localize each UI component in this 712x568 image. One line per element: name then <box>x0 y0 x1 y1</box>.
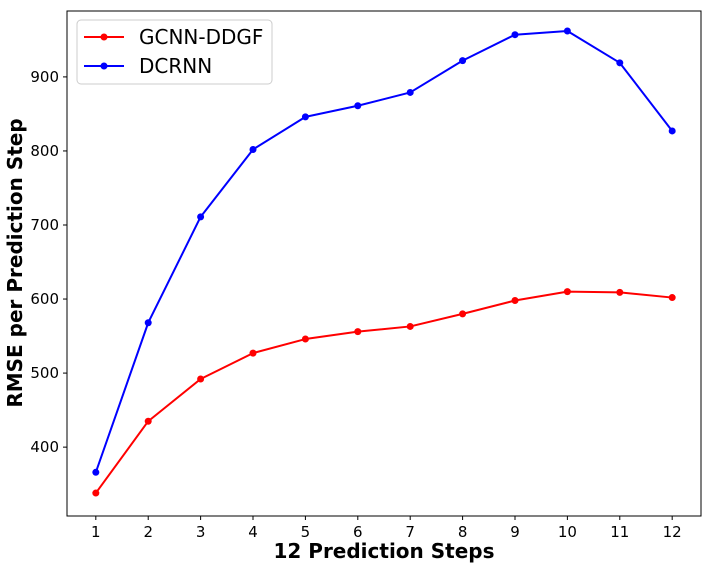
x-tick-label: 7 <box>405 523 415 541</box>
data-point-dcrnn <box>668 127 676 135</box>
data-point-dcrnn <box>197 213 205 221</box>
data-point-dcrnn <box>406 88 414 96</box>
legend-box <box>76 19 273 85</box>
data-point-dcrnn <box>301 113 309 121</box>
series-line-dcrnn <box>94 29 673 473</box>
x-tick-label: 2 <box>143 523 153 541</box>
x-tick-label: 12 <box>663 523 682 541</box>
y-tick-label: 700 <box>30 216 59 234</box>
data-point-dcrnn <box>249 145 257 153</box>
data-point-dcrnn <box>144 319 152 327</box>
x-tick-label: 4 <box>248 523 258 541</box>
data-point-gcnn-ddgf <box>459 310 467 318</box>
data-point-dcrnn <box>511 31 519 39</box>
x-tick-label: 6 <box>353 523 363 541</box>
plot-frame <box>66 10 702 517</box>
data-point-gcnn-ddgf <box>616 288 624 296</box>
data-point-gcnn-ddgf <box>406 322 414 330</box>
data-point-dcrnn <box>459 57 467 65</box>
data-point-gcnn-ddgf <box>92 489 100 497</box>
data-point-gcnn-ddgf <box>354 328 362 336</box>
y-tick-label: 900 <box>30 68 59 86</box>
x-tick-label: 10 <box>558 523 577 541</box>
x-tick-label: 11 <box>610 523 629 541</box>
x-axis-title: 12 Prediction Steps <box>273 539 494 563</box>
x-tick-label: 1 <box>91 523 101 541</box>
data-point-gcnn-ddgf <box>249 349 257 357</box>
x-tick-label: 9 <box>510 523 520 541</box>
data-point-dcrnn <box>616 59 624 67</box>
y-tick-label: 500 <box>30 364 59 382</box>
legend-label-dcrnn: DCRNN <box>139 54 212 78</box>
series-line-gcnn-ddgf <box>95 290 673 494</box>
plot-area <box>66 10 702 517</box>
y-tick-label: 800 <box>30 142 59 160</box>
data-point-dcrnn <box>563 27 571 35</box>
legend-label-gcnn-ddgf: GCNN-DDGF <box>139 25 263 49</box>
data-point-gcnn-ddgf <box>144 417 152 425</box>
data-point-gcnn-ddgf <box>668 294 676 302</box>
y-tick-label: 600 <box>30 290 59 308</box>
x-tick-label: 3 <box>196 523 206 541</box>
x-tick-label: 5 <box>301 523 311 541</box>
legend: GCNN-DDGF DCRNN <box>76 19 273 85</box>
data-point-dcrnn <box>92 468 100 476</box>
data-point-dcrnn <box>354 102 362 110</box>
data-point-gcnn-ddgf <box>563 288 571 296</box>
data-point-gcnn-ddgf <box>301 335 309 343</box>
series-layer <box>92 27 676 497</box>
legend-marker-gcnn-ddgf <box>100 33 108 41</box>
x-tick-label: 8 <box>458 523 468 541</box>
data-point-gcnn-ddgf <box>511 297 519 305</box>
data-point-gcnn-ddgf <box>197 375 205 383</box>
y-tick-label: 400 <box>30 438 59 456</box>
legend-marker-dcrnn <box>100 62 108 70</box>
y-axis-title: RMSE per Prediction Step <box>3 118 27 407</box>
